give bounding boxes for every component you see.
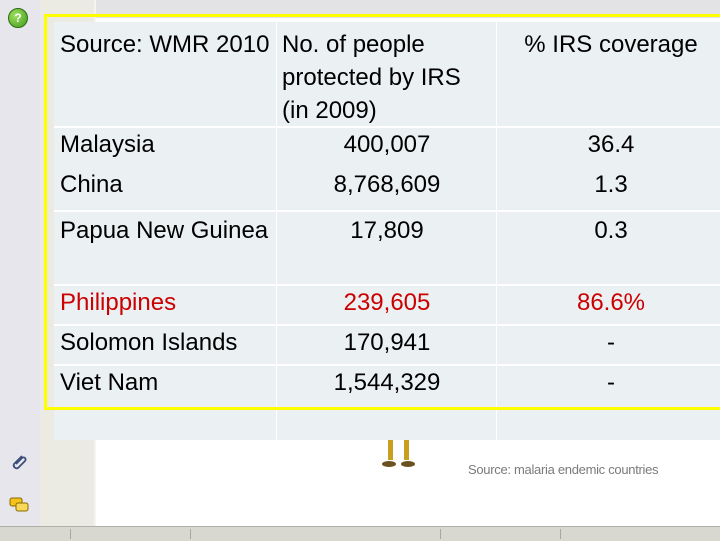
header-source: Source: WMR 2010 xyxy=(60,31,270,58)
country-cell: China xyxy=(60,171,123,198)
coverage-cell: - xyxy=(607,369,615,396)
tool-sidebar xyxy=(0,0,40,540)
header-irs-coverage: % IRS coverage xyxy=(524,31,698,58)
help-icon[interactable]: ? xyxy=(8,8,30,30)
slide-top-strip xyxy=(96,0,720,18)
people-cell: 17,809 xyxy=(350,217,424,244)
people-cell-highlight: 239,605 xyxy=(343,289,431,316)
slide-highlight-frame xyxy=(44,14,720,410)
people-cell: 1,544,329 xyxy=(333,369,441,396)
bottom-status-bar xyxy=(0,526,720,541)
column-divider xyxy=(496,22,497,440)
row-divider xyxy=(54,364,720,366)
column-divider xyxy=(276,22,277,440)
figure-illustration xyxy=(380,440,420,470)
attach-icon[interactable] xyxy=(8,452,30,474)
people-cell: 400,007 xyxy=(343,131,431,158)
country-cell-highlight: Philippines xyxy=(60,289,177,316)
row-divider xyxy=(54,210,720,212)
row-divider xyxy=(54,284,720,286)
status-segment xyxy=(0,529,71,539)
country-cell: Viet Nam xyxy=(60,369,159,396)
country-cell: Malaysia xyxy=(60,131,155,158)
coverage-cell: 0.3 xyxy=(594,217,628,244)
coverage-cell: - xyxy=(607,329,615,356)
row-divider xyxy=(54,126,720,128)
coverage-cell: 1.3 xyxy=(594,171,628,198)
status-segment xyxy=(190,529,441,539)
status-segment xyxy=(440,529,561,539)
source-caption: Source: malaria endemic countries xyxy=(468,462,659,477)
status-segment xyxy=(70,529,191,539)
header-people-protected: No. of people protected by IRS (in 2009) xyxy=(282,31,461,124)
country-cell: Solomon Islands xyxy=(60,329,238,356)
irs-coverage-table: Source: WMR 2010 No. of people protected… xyxy=(54,22,720,440)
people-cell: 8,768,609 xyxy=(333,171,441,198)
coverage-cell-highlight: 86.6% xyxy=(576,289,646,316)
chat-icon[interactable] xyxy=(8,494,30,516)
coverage-cell: 36.4 xyxy=(587,131,635,158)
row-divider xyxy=(54,324,720,326)
people-cell: 170,941 xyxy=(343,329,431,356)
country-cell: Papua New Guinea xyxy=(60,217,269,244)
